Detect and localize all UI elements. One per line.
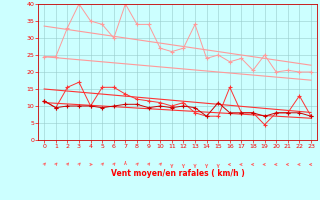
X-axis label: Vent moyen/en rafales ( km/h ): Vent moyen/en rafales ( km/h ) <box>111 169 244 178</box>
